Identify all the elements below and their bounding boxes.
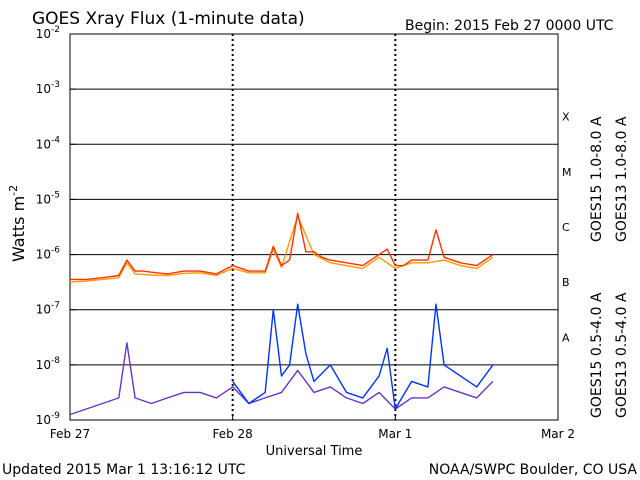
y-axis-label: Watts m-2 xyxy=(7,185,28,262)
y-tick-label: 10-7 xyxy=(36,301,60,317)
day-separators xyxy=(231,34,397,420)
updated-timestamp: Updated 2015 Mar 1 13:16:12 UTC xyxy=(2,462,246,478)
legend-goes13-long: GOES13 1.0-8.0 A xyxy=(614,116,630,242)
y-tick-label: 10-8 xyxy=(36,356,61,372)
legend-goes15-long: GOES15 1.0-8.0 A xyxy=(589,116,605,242)
legend-goes13-short: GOES13 0.5-4.0 A xyxy=(614,292,630,418)
credit-label: NOAA/SWPC Boulder, CO USA xyxy=(429,462,638,478)
series-line-1 xyxy=(69,215,494,283)
series-line-2 xyxy=(232,303,494,410)
x-axis-label: Universal Time xyxy=(266,444,363,459)
series-layer xyxy=(69,212,494,416)
flare-class-label: X xyxy=(562,111,570,124)
gridlines xyxy=(70,33,558,421)
flare-class-label: C xyxy=(562,221,570,234)
flare-class-labels: A B C M X xyxy=(562,111,572,345)
legend-goes15-short: GOES15 0.5-4.0 A xyxy=(589,292,605,418)
plot-frame xyxy=(69,33,559,421)
series-line-0 xyxy=(70,212,494,281)
flare-class-label: M xyxy=(562,166,572,179)
plot-area xyxy=(69,33,559,421)
y-tick-label: 10-3 xyxy=(36,80,60,96)
flare-class-label: B xyxy=(562,276,570,289)
y-tick-label: 10-4 xyxy=(36,135,61,151)
y-tick-label: 10-6 xyxy=(36,246,61,262)
y-tick-label: 10-2 xyxy=(36,25,60,41)
y-axis-ticks: 10-9 10-8 10-7 10-6 10-5 10-4 10-3 10-2 xyxy=(36,25,76,427)
chart-title: GOES Xray Flux (1-minute data) xyxy=(32,9,305,29)
x-axis-ticks: Feb 27 Feb 28 Mar 1 Mar 2 xyxy=(50,414,575,441)
y-tick-label: 10-9 xyxy=(36,411,61,427)
x-tick-label: Feb 27 xyxy=(50,427,90,441)
legend: GOES15 1.0-8.0 A GOES13 1.0-8.0 A GOES15… xyxy=(589,116,630,418)
x-tick-label: Feb 28 xyxy=(212,427,252,441)
flare-class-label: A xyxy=(562,331,570,344)
x-tick-label: Mar 2 xyxy=(541,427,575,441)
x-tick-label: Mar 1 xyxy=(378,427,412,441)
y-tick-label: 10-5 xyxy=(36,190,60,206)
series-line-3 xyxy=(69,342,494,416)
begin-label: Begin: 2015 Feb 27 0000 UTC xyxy=(405,18,614,34)
